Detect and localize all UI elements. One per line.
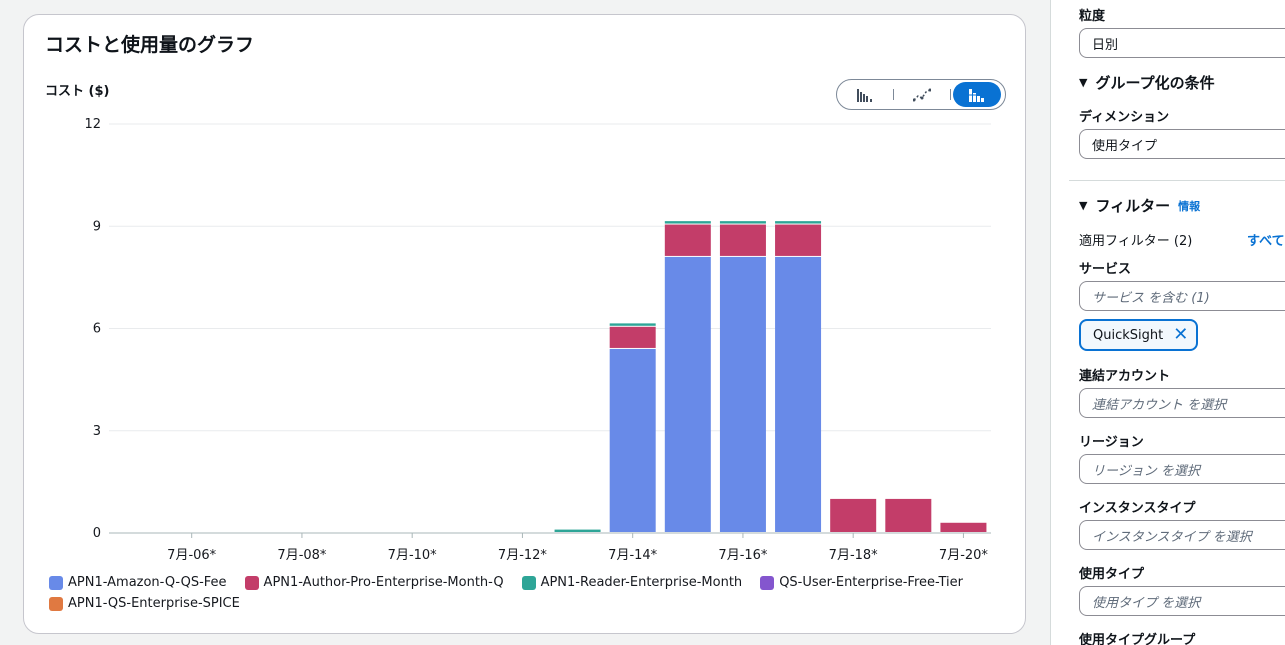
clear-all-filters-link[interactable]: すべて <box>1247 234 1285 249</box>
bar-segment <box>664 224 711 256</box>
region-label: リージョン <box>1079 435 1144 450</box>
legend-swatch <box>760 575 775 590</box>
usage-type-select[interactable]: 使用タイプ を選択 <box>1079 586 1285 616</box>
chart-card-title: コストと使用量のグラフ <box>45 34 255 56</box>
legend-label: APN1-Amazon-Q-QS-Fee <box>68 575 227 590</box>
usage-type-label: 使用タイプ <box>1079 567 1145 582</box>
stacked-bar-chart: 0 3 6 9 12 7月-06* 7月-08* 7月-10* 7月-12* 7月-14* 7月-1… <box>84 117 991 563</box>
region-select[interactable]: リージョン を選択 <box>1079 454 1285 484</box>
filter-info-link[interactable]: 情報 <box>1178 199 1201 213</box>
y-axis-title: コスト ($) <box>45 84 110 99</box>
bar-chart-toggle-button[interactable] <box>837 82 893 107</box>
line-chart-toggle-button[interactable] <box>894 82 950 107</box>
granularity-select[interactable]: 日別 <box>1079 28 1285 58</box>
service-filter-token: QuickSight ✕ <box>1079 319 1198 351</box>
x-tick-label: 7月-10* <box>388 548 438 563</box>
legend-swatch <box>244 575 259 590</box>
bar-segment <box>609 348 656 532</box>
bar-chart-icon <box>857 88 872 102</box>
chart-legend: APN1-Amazon-Q-QS-Fee APN1-Author-Pro-Ente… <box>49 575 1009 611</box>
legend-label: QS-User-Enterprise-Free-Tier <box>779 575 963 590</box>
y-tick-label: 3 <box>93 424 101 439</box>
bar-segment <box>664 256 711 532</box>
bar-segment <box>775 221 822 224</box>
y-tick-label: 9 <box>93 219 101 234</box>
x-tick-label: 7月-08* <box>277 548 327 563</box>
chart-type-toggle <box>836 79 1006 110</box>
service-filter-select[interactable]: サービス を含む (1) <box>1079 281 1285 311</box>
report-parameters-panel: 粒度 日別 ▼ グループ化の条件 ディメンション 使用タイプ ▼ フィルター 情… <box>1051 0 1285 645</box>
cost-usage-chart-card: コストと使用量のグラフ コスト ($) <box>23 14 1026 634</box>
group-by-section-header[interactable]: ▼ グループ化の条件 <box>1079 72 1215 93</box>
legend-label: APN1-Reader-Enterprise-Month <box>540 575 743 590</box>
legend-item[interactable]: APN1-Amazon-Q-QS-Fee <box>49 575 227 590</box>
filter-section-title: フィルター <box>1095 197 1171 215</box>
bar-segment <box>609 326 656 348</box>
bar-segment <box>719 256 766 532</box>
x-tick-label: 7月-06* <box>167 548 217 563</box>
legend-swatch <box>49 596 63 611</box>
granularity-label: 粒度 <box>1079 9 1106 24</box>
service-token-label: QuickSight <box>1093 327 1164 343</box>
bar-segment <box>609 323 656 326</box>
bar-segment <box>664 221 711 224</box>
legend-swatch <box>49 575 63 590</box>
remove-token-icon[interactable]: ✕ <box>1173 324 1189 345</box>
x-tick-label: 7月-20* <box>939 548 989 563</box>
toggle-separator <box>893 89 894 100</box>
bar-segment <box>775 224 822 256</box>
legend-swatch <box>521 575 536 590</box>
dimension-select[interactable]: 使用タイプ <box>1079 129 1285 159</box>
toggle-separator <box>950 89 951 100</box>
legend-item[interactable]: APN1-Author-Pro-Enterprise-Month-Q <box>244 575 504 590</box>
caret-down-icon: ▼ <box>1079 199 1088 212</box>
group-by-section-title: グループ化の条件 <box>1095 74 1215 92</box>
instance-type-select[interactable]: インスタンスタイプ を選択 <box>1079 520 1285 550</box>
filter-section-header[interactable]: ▼ フィルター 情報 <box>1079 195 1200 216</box>
applied-filters-count: 適用フィルター (2) <box>1079 234 1193 249</box>
bar-segment <box>830 498 877 532</box>
legend-item[interactable]: APN1-QS-Enterprise-SPICE <box>49 596 240 611</box>
line-chart-icon <box>913 88 931 101</box>
linked-account-label: 連結アカウント <box>1079 369 1171 384</box>
bar-segment <box>554 529 601 532</box>
legend-label: APN1-QS-Enterprise-SPICE <box>68 596 240 611</box>
bar-segment <box>940 522 987 532</box>
y-tick-label: 0 <box>93 526 101 541</box>
bar-segment <box>775 256 822 532</box>
section-divider <box>1069 180 1285 181</box>
usage-type-group-label: 使用タイプグループ <box>1079 633 1196 645</box>
panel-divider <box>1050 0 1051 645</box>
service-label: サービス <box>1079 262 1132 277</box>
x-tick-label: 7月-12* <box>498 548 548 563</box>
x-tick-label: 7月-14* <box>608 548 658 563</box>
legend-item[interactable]: QS-User-Enterprise-Free-Tier <box>760 575 963 590</box>
stacked-bar-chart-toggle-button[interactable] <box>953 82 1001 107</box>
bar-segment <box>885 498 932 532</box>
instance-type-label: インスタンスタイプ <box>1079 501 1196 516</box>
y-tick-label: 6 <box>93 322 101 337</box>
bar-segment <box>719 224 766 256</box>
caret-down-icon: ▼ <box>1079 76 1088 89</box>
dimension-label: ディメンション <box>1079 110 1170 125</box>
y-tick-label: 12 <box>84 117 101 132</box>
legend-item[interactable]: APN1-Reader-Enterprise-Month <box>521 575 743 590</box>
x-tick-label: 7月-16* <box>718 548 768 563</box>
bar-segment <box>719 221 766 224</box>
legend-label: APN1-Author-Pro-Enterprise-Month-Q <box>263 575 504 590</box>
x-tick-label: 7月-18* <box>829 548 879 563</box>
linked-account-select[interactable]: 連結アカウント を選択 <box>1079 388 1285 418</box>
stacked-bar-chart-icon <box>969 88 984 102</box>
